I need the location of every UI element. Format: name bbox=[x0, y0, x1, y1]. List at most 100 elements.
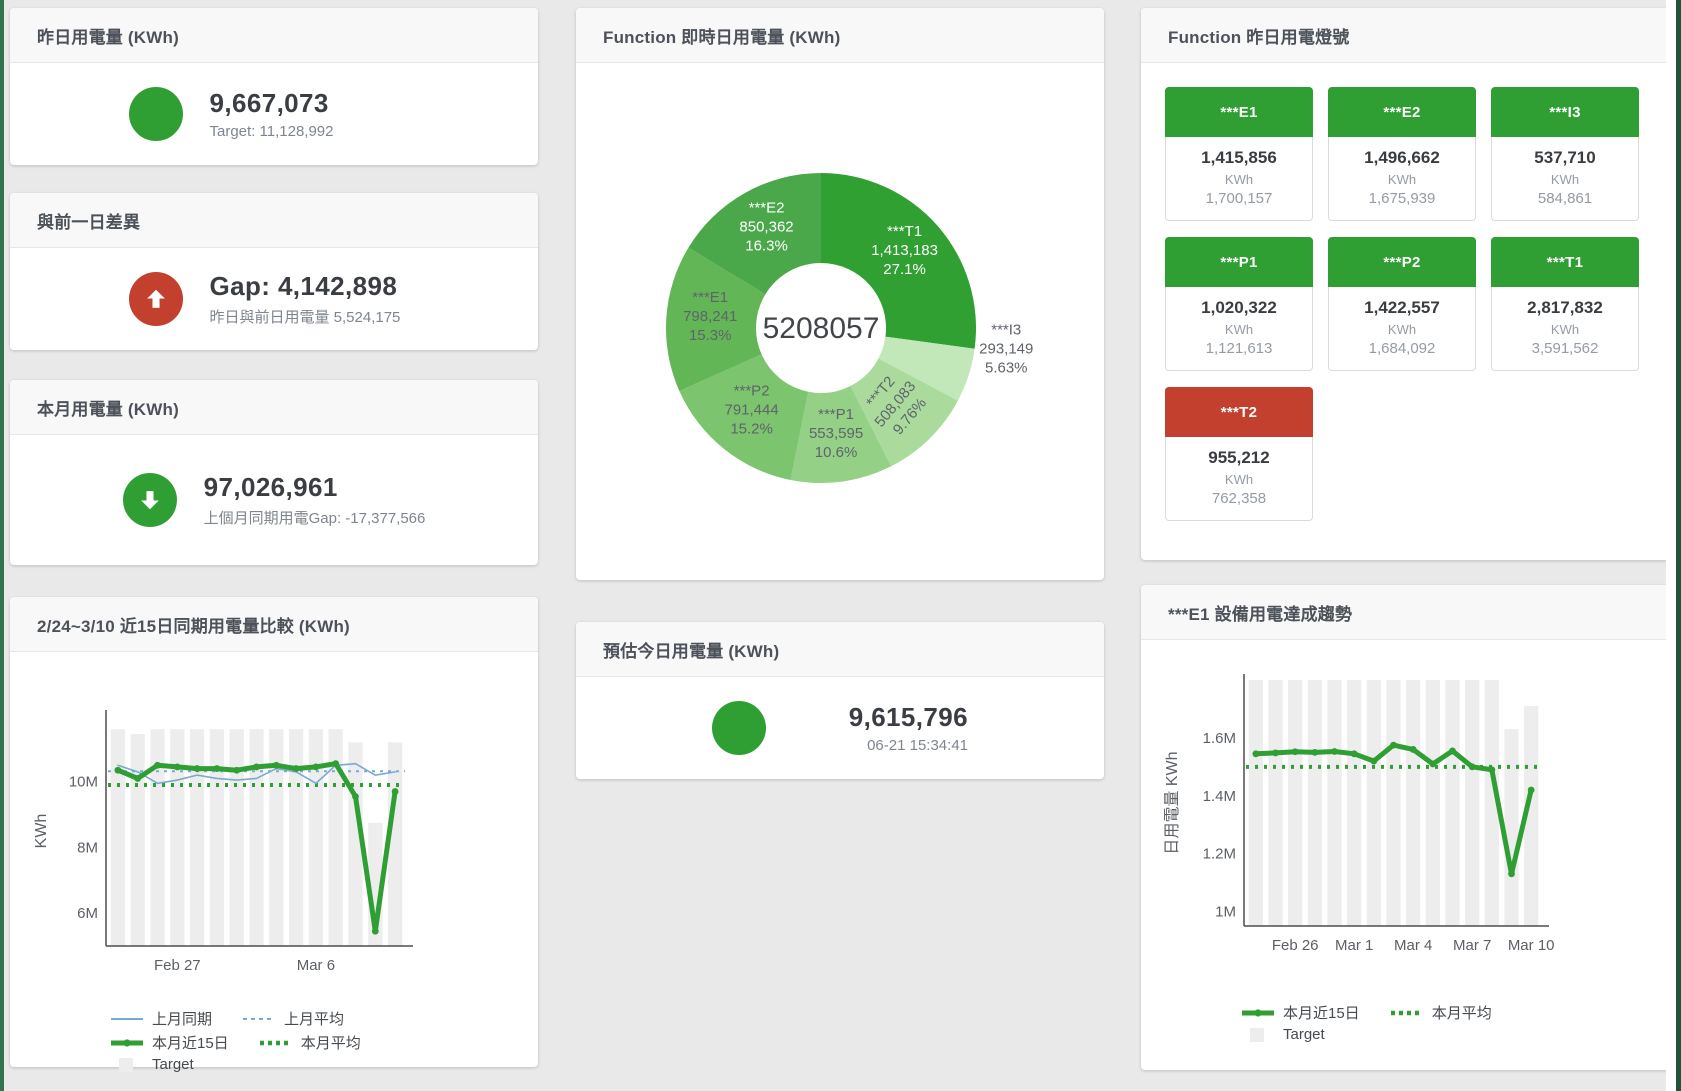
tile-unit: KWh bbox=[1224, 172, 1254, 187]
target-bar bbox=[1268, 680, 1283, 926]
stat-text: 9,615,796 06-21 15:34:41 bbox=[793, 702, 968, 754]
status-tile-header: ***E2 bbox=[1328, 87, 1476, 137]
tile-unit: KWh bbox=[1224, 322, 1254, 337]
chart-body: 6M 8M 10M Feb 27 Mar 6 KWh 上月同期 上月平均 本月近15日 本月平均… bbox=[10, 702, 538, 1091]
series-marker bbox=[213, 765, 221, 772]
donut-slice-label: ***P1 553,595 10.6% bbox=[809, 406, 863, 461]
target-bar bbox=[288, 729, 304, 946]
donut-slice bbox=[790, 385, 892, 483]
comparison-line-chart: 6M 8M 10M Feb 27 Mar 6 KWh bbox=[20, 702, 538, 1002]
target-bar bbox=[170, 729, 185, 946]
legend-item[interactable]: 本月平均 bbox=[1390, 1002, 1492, 1023]
legend-item[interactable]: 本月近15日 bbox=[1241, 1002, 1360, 1023]
tile-value: 1,422,557 bbox=[1364, 298, 1440, 317]
series-marker bbox=[1252, 750, 1260, 758]
legend-label: Target bbox=[152, 1056, 194, 1073]
arrow-down-status-icon bbox=[122, 473, 177, 527]
panel-title: 與前一日差異 bbox=[37, 212, 141, 232]
status-circle-icon bbox=[712, 701, 766, 755]
scrollbar-track[interactable] bbox=[1666, 0, 1681, 1091]
y-tick-label: 1.4M bbox=[1203, 788, 1236, 805]
series-marker bbox=[1272, 749, 1279, 757]
arrow-up-icon bbox=[146, 289, 165, 308]
status-tile-header: ***T1 bbox=[1491, 237, 1639, 287]
card-month-usage: 本月用電量 (KWh) 97,026,961 上個月同期用電Gap: -17,3… bbox=[10, 380, 538, 565]
status-tile-header: ***T2 bbox=[1165, 387, 1313, 437]
legend-line-swatch-icon bbox=[111, 1017, 143, 1020]
legend-thick-swatch-icon bbox=[111, 1038, 143, 1047]
status-tile-header: ***I3 bbox=[1491, 87, 1639, 137]
y-tick-label: 8M bbox=[77, 839, 98, 856]
tile-unit: KWh bbox=[1387, 322, 1417, 337]
stat-value: 97,026,961 bbox=[203, 472, 338, 502]
stat-timestamp: 06-21 15:34:41 bbox=[867, 737, 968, 754]
x-tick-label: Feb 26 bbox=[1272, 937, 1319, 954]
x-tick-label: Mar 1 bbox=[1335, 937, 1373, 954]
legend-item[interactable]: 本月近15日 bbox=[110, 1032, 229, 1053]
legend-item[interactable]: 本月平均 bbox=[259, 1032, 361, 1053]
series-marker bbox=[1390, 741, 1397, 749]
compare15-svg: 6M 8M 10M Feb 27 Mar 6 KWh bbox=[33, 710, 413, 974]
stat-body: Gap: 4,142,898 昨日與前日用電量 5,524,175 bbox=[10, 248, 538, 350]
status-tile: ***T1 2,817,832 KWh 3,591,562 bbox=[1491, 237, 1639, 371]
series-marker bbox=[134, 775, 142, 782]
series-marker bbox=[1468, 763, 1476, 771]
legend-box-swatch-icon bbox=[119, 1057, 133, 1072]
y-axis-title: 日用電量 KWh bbox=[1164, 751, 1181, 854]
chart-body: 1M 1.2M 1.4M 1.6M Feb 26 Mar 1 Mar 4 Mar 7 Mar 1… bbox=[1141, 666, 1669, 1091]
series-marker bbox=[272, 761, 280, 769]
series-marker bbox=[1350, 750, 1358, 758]
series-marker bbox=[1488, 766, 1496, 774]
card-realtime-donut: Function 即時日用電量 (KWh) ***T1 1,413,183 27.1… bbox=[576, 8, 1104, 580]
card-yesterday-usage: 昨日用電量 (KWh) 9,667,073 Target: 11,128,992 bbox=[10, 8, 538, 165]
legend-label: 上月同期 bbox=[152, 1011, 213, 1028]
panel-header: ***E1 設備用電達成趨勢 bbox=[1141, 585, 1669, 640]
tile-value: 1,020,322 bbox=[1201, 298, 1277, 317]
legend-row: Target bbox=[110, 1056, 538, 1073]
target-bar bbox=[1524, 706, 1539, 926]
legend-item[interactable]: 上月平均 bbox=[242, 1008, 344, 1029]
status-tile-header: ***P2 bbox=[1328, 237, 1476, 287]
donut-slice-label: ***E1 798,241 15.3% bbox=[683, 289, 737, 344]
series-marker bbox=[1527, 786, 1535, 794]
legend-item[interactable]: Target bbox=[110, 1056, 194, 1073]
donut-center-value: 5208057 bbox=[763, 312, 880, 345]
tile-target-value: 1,675,939 bbox=[1368, 190, 1436, 207]
card-usage-lights: Function 昨日用電燈號 ***E1 1,415,856 KWh 1,700,1… bbox=[1141, 8, 1669, 560]
status-tile-body: 537,710 KWh 584,861 bbox=[1491, 137, 1639, 221]
tile-value: 955,212 bbox=[1208, 448, 1270, 467]
arrow-down-icon bbox=[140, 491, 159, 510]
y-axis-title: KWh bbox=[33, 814, 50, 849]
series-marker bbox=[352, 793, 359, 800]
x-tick-label: Mar 10 bbox=[1508, 937, 1555, 954]
legend-item[interactable]: Target bbox=[1241, 1026, 1325, 1043]
status-tile: ***T2 955,212 KWh 762,358 bbox=[1165, 387, 1313, 521]
panel-title: Function 昨日用電燈號 bbox=[1168, 27, 1350, 47]
legend-label: 本月平均 bbox=[1431, 1005, 1492, 1022]
target-bar bbox=[1445, 680, 1460, 926]
donut-slice bbox=[850, 358, 958, 467]
legend-label: 上月平均 bbox=[284, 1011, 345, 1028]
x-tick-label: Mar 7 bbox=[1453, 937, 1491, 954]
series-marker bbox=[1508, 870, 1515, 878]
scrollbar-thumb[interactable] bbox=[1676, 0, 1681, 1091]
donut-slice-label: ***P2 791,444 15.2% bbox=[724, 383, 778, 438]
status-circle-icon bbox=[128, 87, 183, 141]
legend-label: 本月近15日 bbox=[152, 1035, 229, 1052]
y-tick-label: 10M bbox=[69, 774, 98, 791]
stat-value: Gap: 4,142,898 bbox=[209, 271, 398, 301]
stat-subtitle: Target: 11,128,992 bbox=[209, 123, 334, 140]
tile-unit: KWh bbox=[1224, 472, 1254, 487]
status-tile-body: 955,212 KWh 762,358 bbox=[1165, 437, 1313, 521]
e1-trend-line-chart: 1M 1.2M 1.4M 1.6M Feb 26 Mar 1 Mar 4 Mar 7 Mar 1… bbox=[1151, 666, 1669, 996]
tile-value: 2,817,832 bbox=[1527, 298, 1603, 317]
donut-slice-label: ***I3 293,149 5.63% bbox=[979, 321, 1033, 376]
series-marker bbox=[1291, 748, 1299, 756]
status-tile: ***E2 1,496,662 KWh 1,675,939 bbox=[1328, 87, 1476, 221]
legend-item[interactable]: 上月同期 bbox=[110, 1008, 212, 1029]
panel-title: 2/24~3/10 近15日同期用電量比較 (KWh) bbox=[37, 616, 350, 636]
series-marker bbox=[1311, 748, 1319, 756]
status-tile: ***P1 1,020,322 KWh 1,121,613 bbox=[1165, 237, 1313, 371]
tile-unit: KWh bbox=[1550, 172, 1580, 187]
